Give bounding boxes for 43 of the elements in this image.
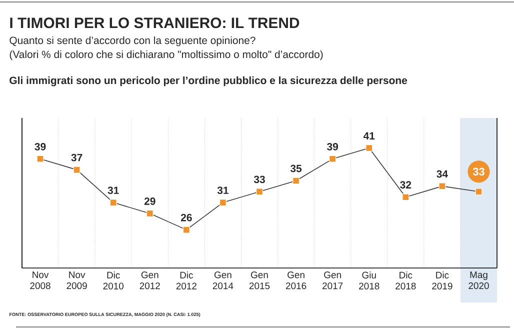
x-tick-label: Gen 2012 <box>140 272 160 290</box>
x-tick-label: Dic 2012 <box>176 272 196 290</box>
data-label: 39 <box>326 142 338 150</box>
chart-subtitle: Quanto si sente d’accordo con la seguente opinione? <box>10 36 256 46</box>
data-label: 32 <box>400 181 412 189</box>
data-label: 33 <box>254 176 265 184</box>
x-tick-label: Gen 2015 <box>249 272 270 290</box>
x-tick-label: Gen 2016 <box>286 272 306 290</box>
data-label: 29 <box>144 198 156 205</box>
data-label: 31 <box>217 186 228 194</box>
point <box>110 199 117 206</box>
point <box>475 188 482 196</box>
x-tick-label: Gen 2014 <box>212 272 234 290</box>
point <box>402 194 410 201</box>
point <box>146 210 154 217</box>
x-tick-label: Dic 2010 <box>103 272 124 290</box>
data-label: 41 <box>363 132 375 140</box>
point <box>256 188 264 196</box>
text: Gli immigrati sono un pericolo per l’ordine pubblico e la sicurezza delle persone <box>10 76 408 86</box>
x-tick-label: Giu 2018 <box>359 272 380 290</box>
data-label: 37 <box>71 154 82 162</box>
chart-title: I TIMORI PER LO STRANIERO: IL TREND <box>10 18 300 28</box>
point <box>292 177 300 184</box>
point <box>36 155 44 162</box>
x-tick-label: Dic 2018 <box>396 272 416 290</box>
text: (Valori % di coloro che si dichiarano "moltissimo o molto" d’accordo) <box>10 50 323 60</box>
x-tick-label: Nov 2009 <box>66 272 87 290</box>
data-label: 39 <box>34 142 46 150</box>
x-tick-label: Gen 2017 <box>322 272 343 290</box>
point <box>182 226 190 234</box>
data-label: 35 <box>290 164 302 172</box>
data-label: 34 <box>436 170 448 178</box>
x-tick-label: Nov 2008 <box>30 272 50 290</box>
data-label: 33 <box>472 168 484 176</box>
point <box>329 155 336 162</box>
point <box>366 144 373 152</box>
x-tick-label: Dic 2019 <box>432 272 452 290</box>
data-label: 31 <box>108 186 119 194</box>
x-tick-label: Mag 2020 <box>468 272 489 290</box>
point <box>73 166 80 174</box>
data-label: 26 <box>180 214 192 222</box>
point <box>438 182 446 190</box>
point <box>219 199 226 206</box>
